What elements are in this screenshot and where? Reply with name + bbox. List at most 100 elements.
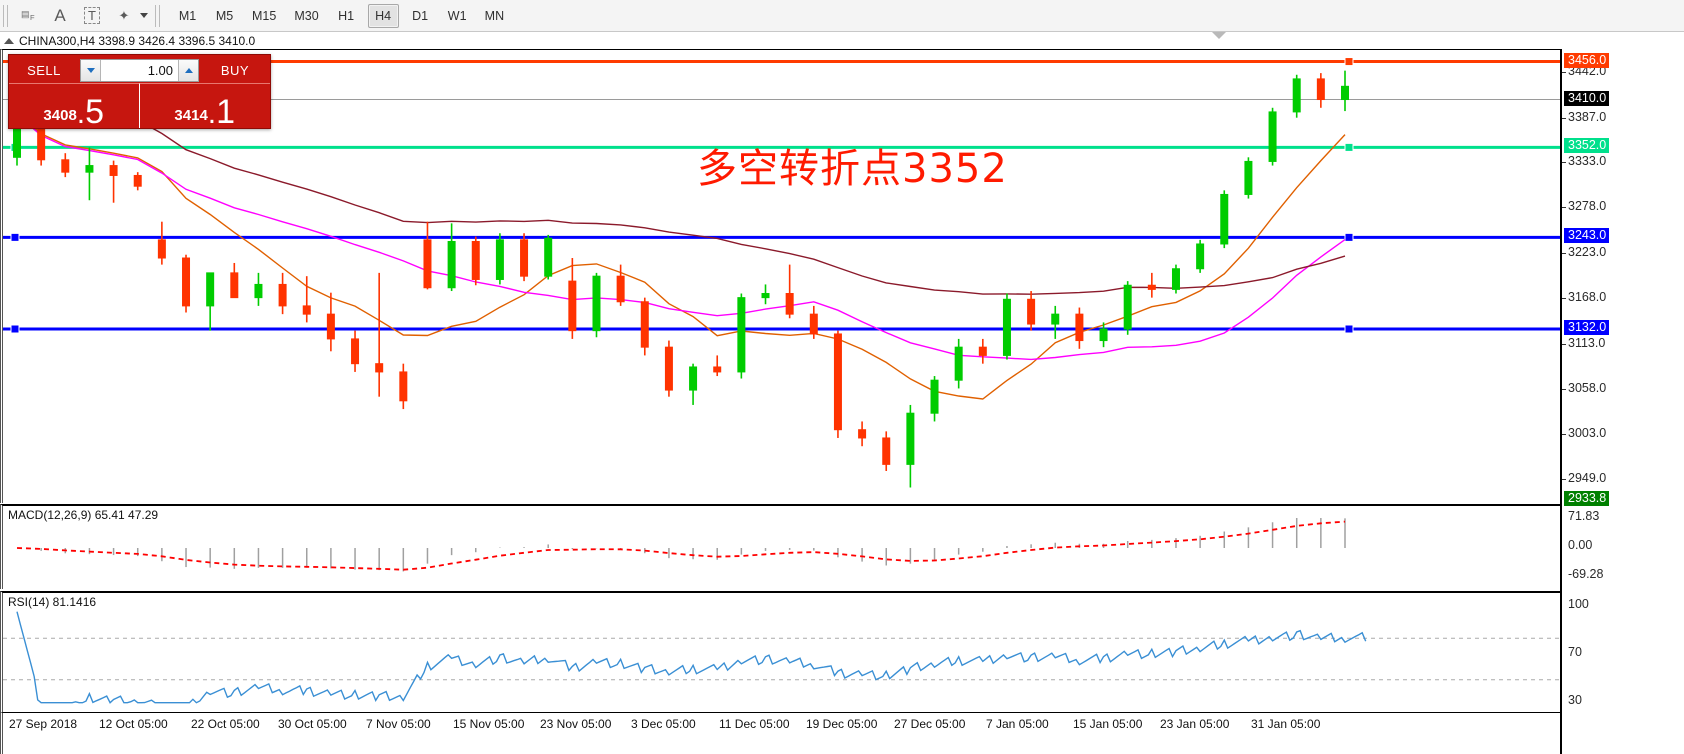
timeframe-m1-button[interactable]: M1 [178, 8, 197, 23]
chart-container[interactable]: CHINA300,H4 3398.9 3426.4 3396.5 3410.0 … [0, 32, 1684, 754]
time-tick-label: 11 Dec 05:00 [719, 717, 790, 731]
symbol-info-text: CHINA300,H4 3398.9 3426.4 3396.5 3410.0 [19, 33, 256, 48]
pane-drop-marker-icon [1212, 32, 1226, 39]
axis-tick [1562, 479, 1566, 481]
trade-panel-controls: SELL 1.00 BUY [9, 55, 270, 83]
bid-quote[interactable]: 3408 . 5 [9, 83, 140, 132]
axis-tick [1562, 298, 1566, 300]
timeframe-mn-button[interactable]: MN [484, 8, 505, 23]
price-tick-3003.0: 3003.0 [1568, 426, 1607, 441]
time-tick-label: 27 Dec 05:00 [894, 717, 966, 731]
price-tick-3442.0: 3442.0 [1568, 64, 1607, 79]
macd-tick-0: 71.83 [1568, 509, 1600, 523]
ask-price-fraction: 1 [216, 93, 236, 132]
price-badge-support-3243[interactable]: 3243.0 [1564, 228, 1610, 244]
symbol-info-bar: CHINA300,H4 3398.9 3426.4 3396.5 3410.0 [0, 32, 1684, 49]
one-click-trading-panel[interactable]: SELL 1.00 BUY 3408 . 5 3414 . 1 [8, 54, 271, 129]
timeframe-d1-button[interactable]: D1 [412, 8, 429, 23]
ask-price-integer: 3414 [174, 107, 208, 124]
objects-icon[interactable]: ✦ [118, 7, 130, 23]
price-pane[interactable]: 多空转折点3352 [0, 49, 1560, 503]
macd-tick-1: 0.00 [1568, 538, 1593, 552]
price-tick-3387.0: 3387.0 [1568, 109, 1607, 124]
time-axis[interactable]: 27 Sep 2018 12 Oct 05:00 22 Oct 05:00 30 Oc… [0, 712, 1560, 754]
chevron-up-icon [184, 67, 193, 73]
price-badge-support-3132[interactable]: 3132.0 [1564, 320, 1610, 335]
volume-input[interactable]: 1.00 [101, 59, 178, 81]
timeframe-bar: M1 M5 M15 M30 H1 H4 D1 W1 MN [169, 3, 513, 28]
time-tick-label: 30 Oct 05:00 [278, 717, 347, 731]
macd-tick-2: -69.28 [1568, 567, 1604, 581]
volume-increase-button[interactable] [178, 59, 198, 81]
time-tick-label: 22 Oct 05:00 [191, 717, 260, 731]
text-label-icon[interactable]: A [54, 5, 66, 25]
time-tick-label: 31 Jan 05:00 [1251, 717, 1321, 731]
axis-tick [1562, 389, 1566, 391]
axis-tick [1562, 343, 1566, 345]
toolbar: ▤F A T ✦ M1 M5 M15 M30 H1 H4 D1 W1 MN [0, 0, 1684, 32]
toolbar-grip[interactable] [3, 4, 8, 27]
price-tick-3278.0: 3278.0 [1568, 199, 1607, 214]
rsi-tick-100: 100 [1568, 597, 1589, 611]
bid-price-badge[interactable]: 2933.8 [1564, 491, 1610, 506]
crosshair-grid-icon[interactable]: ▤F [20, 8, 36, 22]
text-box-icon[interactable]: T [77, 2, 107, 30]
ask-decimal-separator: . [207, 97, 217, 130]
time-tick-label: 23 Jan 05:00 [1160, 717, 1230, 731]
price-tick-2949.0: 2949.0 [1568, 471, 1607, 486]
volume-decrease-button[interactable] [81, 59, 101, 81]
ask-quote[interactable]: 3414 . 1 [139, 83, 270, 132]
collapse-triangle-icon[interactable] [4, 37, 14, 44]
time-tick-label: 3 Dec 05:00 [631, 717, 696, 731]
rsi-plot [3, 611, 1560, 704]
price-tick-3333.0: 3333.0 [1568, 154, 1607, 169]
macd-plot [16, 518, 1346, 572]
price-tick-3168.0: 3168.0 [1568, 290, 1607, 305]
time-tick-label: 19 Dec 05:00 [806, 717, 878, 731]
candlestick-plot [3, 57, 1560, 488]
time-tick-label: 15 Jan 05:00 [1073, 717, 1143, 731]
rsi-title: RSI(14) 81.1416 [8, 595, 97, 609]
timeframe-h1-button[interactable]: H1 [338, 8, 355, 23]
axis-tick [1562, 72, 1566, 74]
timeframe-w1-button[interactable]: W1 [447, 8, 467, 23]
price-tick-3058.0: 3058.0 [1568, 381, 1607, 396]
rsi-tick-70: 70 [1568, 645, 1582, 659]
macd-title: MACD(12,26,9) 65.41 47.29 [8, 508, 159, 522]
rsi-tick-30: 30 [1568, 693, 1582, 707]
timeframe-toolbar-grip[interactable] [155, 4, 160, 27]
price-tick-3223.0: 3223.0 [1568, 244, 1607, 259]
buy-button[interactable]: BUY [203, 58, 267, 82]
volume-stepper[interactable]: 1.00 [80, 58, 199, 82]
timeframe-m30-button[interactable]: M30 [294, 8, 319, 23]
axis-tick [1562, 252, 1566, 254]
price-axis[interactable]: 3442.0 3387.0 3333.0 3278.0 3223.0 3168.0 3113… [1560, 49, 1684, 754]
objects-dropdown-icon[interactable] [140, 13, 148, 18]
price-badge-resistance-upper[interactable]: 3456.0 [1564, 52, 1610, 68]
sell-button[interactable]: SELL [12, 58, 76, 82]
bid-decimal-separator: . [76, 97, 86, 130]
axis-tick [1562, 162, 1566, 164]
chevron-down-icon [86, 67, 95, 73]
axis-tick [1562, 117, 1566, 119]
time-tick-label: 7 Nov 05:00 [366, 717, 431, 731]
time-tick-label: 7 Jan 05:00 [986, 717, 1049, 731]
time-tick-label: 12 Oct 05:00 [99, 717, 168, 731]
time-tick-label: 23 Nov 05:00 [540, 717, 612, 731]
trade-panel-quotes: 3408 . 5 3414 . 1 [9, 83, 270, 132]
axis-tick [1562, 434, 1566, 436]
price-badge-last-price-line[interactable]: 3410.0 [1564, 90, 1610, 106]
rsi-pane[interactable]: RSI(14) 81.1416 [0, 591, 1560, 712]
timeframe-h4-button[interactable]: H4 [367, 3, 399, 28]
bid-price-fraction: 5 [85, 93, 105, 132]
timeframe-m5-button[interactable]: M5 [215, 8, 234, 23]
timeframe-m15-button[interactable]: M15 [252, 8, 277, 23]
bid-price-integer: 3408 [43, 107, 77, 124]
time-tick-label: 27 Sep 2018 [9, 717, 78, 731]
macd-pane[interactable]: MACD(12,26,9) 65.41 47.29 [0, 504, 1560, 589]
time-tick-label: 15 Nov 05:00 [453, 717, 525, 731]
chart-annotation-text: 多空转折点3352 [697, 146, 1008, 192]
price-badge-pivot-3352[interactable]: 3352.0 [1564, 138, 1610, 154]
axis-tick [1562, 207, 1566, 209]
